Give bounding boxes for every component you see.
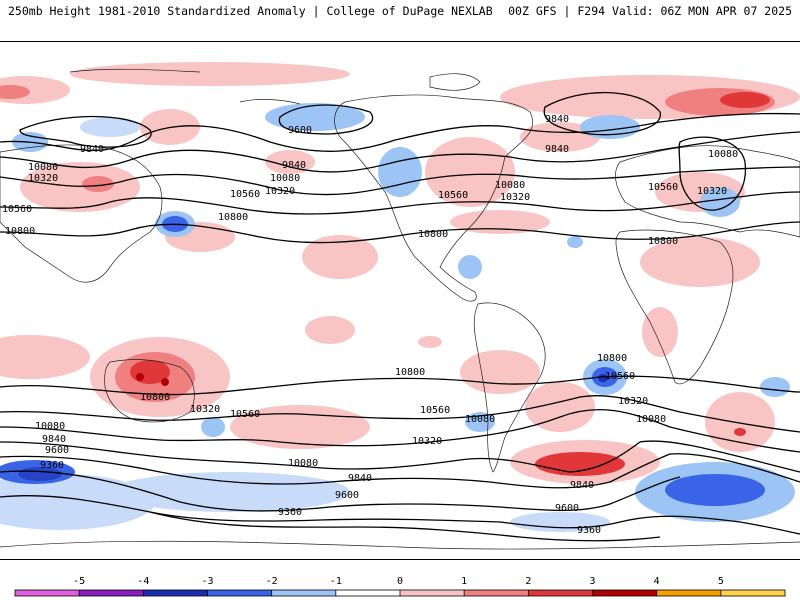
colorbar-segment [143,590,208,596]
height-contours [0,91,800,542]
colorbar-segment [720,590,786,596]
contour-labels: 10080 10320 10560 10800 9840 9600 9840 1… [2,114,738,536]
contour-label: 9840 [570,480,594,491]
contour-label: 10080 [270,173,300,184]
colorbar-segment [400,590,465,596]
colorbar-segment [271,590,337,596]
contour-label: 10560 [230,409,260,420]
contour-label: 9360 [40,460,64,471]
map-title: 250mb Height 1981-2010 Standardized Anom… [8,4,493,18]
contour-label: 10560 [230,189,260,200]
colorbar-tick-label: -3 [201,576,213,587]
colorbar-tick-label: 3 [589,576,595,587]
colorbar-segment [464,590,529,596]
colorbar-segment [79,590,144,596]
colorbar-tick-label: 0 [397,576,403,587]
colorbar-segment [15,590,80,596]
colorbar-tick-label: -4 [137,576,149,587]
contour-label: 9840 [545,144,569,155]
contour-label: 10080 [636,414,666,425]
contour-label: 10080 [495,180,525,191]
contour-label: 10560 [648,182,678,193]
contour-label: 10080 [708,149,738,160]
colorbar-tick-label: 2 [525,576,531,587]
contour-label: 10320 [500,192,530,203]
colorbar-segment [528,590,593,596]
contour-label: 10080 [35,421,65,432]
contour-label: 9600 [335,490,359,501]
contour-label: 10560 [2,204,32,215]
contour-label: 10800 [5,226,35,237]
colorbar-segment [207,590,273,596]
contour-label: 9600 [288,125,312,136]
contour-label: 10800 [140,392,170,403]
colorbar-tick-label: 4 [654,576,660,587]
contour-label: 10080 [288,458,318,469]
contour-label: 10800 [418,229,448,240]
contour-label: 10320 [697,186,727,197]
contour-label: 10320 [190,404,220,415]
model-valid-time: 00Z GFS | F294 Valid: 06Z MON APR 07 202… [508,4,792,18]
anomaly-map: 10080 10320 10560 10800 9840 9600 9840 1… [0,41,800,560]
contour-label: 9840 [282,160,306,171]
contour-label: 10320 [618,396,648,407]
contour-label: 10320 [28,173,58,184]
contour-label: 9360 [577,525,601,536]
contour-label: 10800 [648,236,678,247]
colorbar-tick-label: 1 [461,576,467,587]
contour-label: 10800 [597,353,627,364]
contour-label: 9600 [555,503,579,514]
contour-label: 9840 [348,473,372,484]
contour-label: 10560 [420,405,450,416]
contour-label: 10320 [265,186,295,197]
colorbar-tick-label: -2 [266,576,278,587]
contour-label: 9840 [42,434,66,445]
contour-label: 10800 [395,367,425,378]
contour-label: 10080 [465,414,495,425]
coastlines [0,68,800,550]
contour-label: 10560 [605,371,635,382]
colorbar-segment [656,590,722,596]
contour-label: 10080 [28,162,58,173]
contour-label: 9840 [545,114,569,125]
colorbar-tick-label: 5 [718,576,724,587]
anomaly-map-canvas: 10080 10320 10560 10800 9840 9600 9840 1… [0,62,800,550]
colorbar-segment [592,590,658,596]
contour-label: 9360 [278,507,302,518]
colorbar-segment [335,590,401,596]
contour-label: 10560 [438,190,468,201]
contour-label: 9600 [45,445,69,456]
colorbar-tick-label: -1 [330,576,342,587]
contour-label: 9840 [80,144,104,155]
colorbar-tick-label: -5 [73,576,85,587]
contour-label: 10320 [412,436,442,447]
contour-label: 10800 [218,212,248,223]
anomaly-colorbar: -5 -4 -3 -2 -1 0 1 2 3 4 5 [14,576,786,597]
